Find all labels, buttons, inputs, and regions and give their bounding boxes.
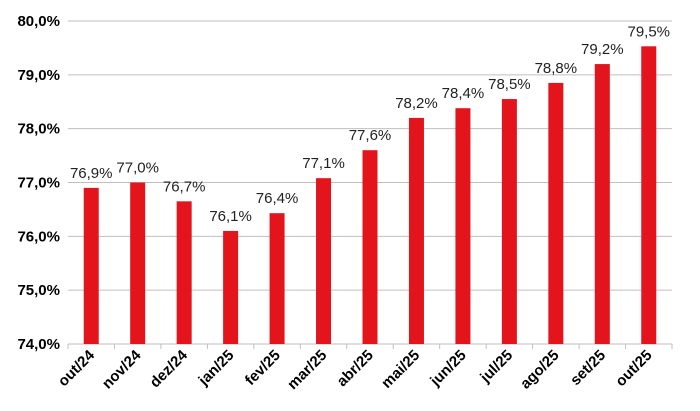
bars — [83, 46, 657, 345]
bar — [130, 182, 146, 344]
bar — [641, 46, 657, 344]
y-tick-label: 77,0% — [17, 175, 60, 192]
bar — [316, 178, 332, 344]
data-label: 77,1% — [302, 155, 345, 172]
data-label: 77,0% — [116, 160, 159, 177]
x-category-label: out/24 — [55, 346, 99, 390]
x-axis-categories: out/24 nov/24 dez/24 jan/25 fev/25 mar/25 abr/… — [55, 346, 656, 393]
x-category-label: fev/25 — [242, 347, 284, 389]
x-category-label: out/25 — [612, 347, 655, 390]
bar — [594, 64, 610, 345]
data-label: 79,2% — [581, 41, 624, 58]
y-axis-ticks: 74,0% 75,0% 76,0% 77,0% 78,0% 79,0% 80,0% — [17, 13, 60, 353]
x-category-label: set/25 — [567, 347, 609, 389]
y-tick-label: 78,0% — [17, 121, 60, 138]
bar — [83, 187, 99, 344]
y-tick-label: 76,0% — [17, 228, 60, 245]
x-category-label: mai/25 — [378, 347, 423, 392]
x-category-label: jul/25 — [476, 347, 516, 387]
x-category-label: jan/25 — [195, 347, 238, 390]
data-label: 77,6% — [349, 127, 392, 144]
data-label: 78,2% — [395, 95, 438, 112]
bar — [362, 150, 378, 344]
x-category-label: ago/25 — [517, 347, 563, 393]
data-label: 76,7% — [163, 178, 206, 195]
x-category-label: jun/25 — [426, 347, 469, 390]
x-category-label: mar/25 — [284, 347, 330, 393]
y-tick-label: 79,0% — [17, 67, 60, 84]
bar — [223, 230, 239, 344]
y-tick-label: 74,0% — [17, 336, 60, 353]
data-label: 76,1% — [209, 208, 252, 225]
y-tick-label: 75,0% — [17, 282, 60, 299]
data-label: 78,5% — [488, 76, 531, 93]
x-category-label: nov/24 — [99, 346, 145, 392]
data-labels: 76,9% 77,0%76,7%76,1%76,4% 77,1%77,6%78,2%… — [70, 23, 670, 225]
data-label: 76,9% — [70, 165, 113, 182]
x-category-label: dez/24 — [147, 346, 192, 391]
data-label: 79,5% — [627, 23, 670, 40]
bar — [455, 108, 471, 345]
x-category-label: abr/25 — [334, 347, 377, 390]
y-tick-label: 80,0% — [17, 13, 60, 30]
gridlines — [67, 20, 673, 349]
data-label: 76,4% — [256, 190, 299, 207]
bar — [501, 99, 517, 344]
data-label: 78,4% — [442, 85, 485, 102]
data-label: 78,8% — [535, 60, 578, 77]
bar — [269, 213, 285, 344]
bar — [548, 82, 564, 345]
bar — [176, 201, 192, 344]
bar — [408, 117, 424, 345]
